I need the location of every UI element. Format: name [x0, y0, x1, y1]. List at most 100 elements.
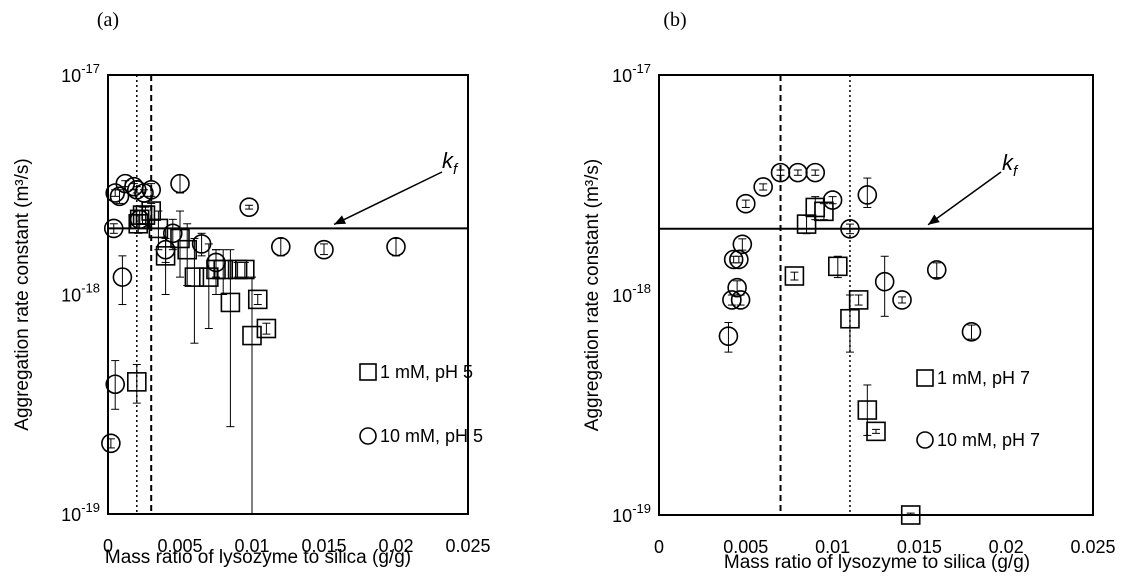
circle-marker — [874, 271, 895, 292]
square-data-point — [866, 421, 886, 442]
circle-data-point — [961, 322, 982, 342]
panel-b-legend-series-1: 1 mM, pH 7 — [937, 368, 1030, 388]
circle-marker — [112, 267, 133, 287]
panel-a-x-axis-label: Mass ratio of lysozyme to silica (g/g) — [105, 547, 411, 568]
x-tick-label: 0.005 — [723, 537, 768, 557]
panel-b-y-axis-label: Aggregation rate constant (m³/s) — [582, 159, 603, 431]
circle-data-point — [735, 193, 756, 214]
circle-marker — [718, 326, 739, 346]
circle-data-point — [170, 173, 190, 194]
svg-text:kf: kf — [442, 148, 459, 178]
circle-data-point — [732, 234, 753, 255]
circle-data-point — [270, 236, 291, 257]
arrow-head — [334, 215, 347, 225]
panel-a-label: (a) — [97, 9, 119, 31]
panel-b-plot-frame — [658, 74, 1094, 516]
square-marker — [213, 259, 233, 280]
square-marker — [184, 267, 205, 287]
circle-marker — [727, 277, 747, 298]
square-marker — [177, 239, 197, 260]
arrow-head — [928, 214, 940, 225]
square-data-point — [848, 290, 869, 310]
circle-data-point — [730, 290, 751, 310]
circle-data-point — [727, 277, 747, 298]
panel-b-plot-content — [659, 75, 1093, 525]
x-tick-label: 0.01 — [815, 537, 850, 557]
circle-marker — [191, 234, 212, 254]
circle-marker — [386, 236, 406, 257]
circle-marker — [892, 290, 912, 310]
panel-b-annotation: kf — [927, 150, 1019, 226]
square-data-point — [242, 276, 262, 515]
circle-marker — [239, 197, 259, 217]
panel-b-legend-series-2: 10 mM, pH 7 — [937, 430, 1040, 450]
circle-marker — [105, 374, 125, 395]
circle-data-point — [874, 255, 895, 317]
circle-data-point — [926, 260, 947, 280]
panel-a-annotation-subscript: f — [453, 161, 459, 178]
circle-data-point — [753, 177, 773, 197]
panel-b-legend-square-marker — [916, 369, 934, 387]
circle-marker — [163, 223, 183, 244]
circle-data-point — [788, 162, 808, 183]
square-marker — [857, 400, 878, 420]
x-tick-label: 0.015 — [897, 537, 942, 557]
panel-a-legend-square-marker — [359, 363, 377, 381]
circle-marker — [206, 252, 226, 273]
circle-data-point — [103, 218, 124, 239]
square-data-point — [127, 363, 147, 404]
circle-marker — [732, 234, 753, 255]
circle-data-point — [206, 249, 226, 278]
panel-a-legend: 1 mM, pH 5 10 mM, pH 5 — [359, 362, 483, 446]
circle-data-point — [386, 236, 406, 257]
circle-data-point — [163, 218, 183, 251]
panel-a-ticks: 0 0.005 0.01 0.015 0.02 0.025 10-17 10-18 10-19 — [61, 61, 490, 556]
circle-marker — [141, 179, 161, 200]
square-marker — [256, 318, 277, 339]
square-data-point — [177, 223, 197, 286]
x-tick-label: 0.01 — [234, 536, 269, 556]
circle-marker — [314, 239, 334, 260]
panel-b-annotation-arrow — [927, 171, 1002, 226]
circle-data-point — [129, 209, 150, 230]
x-tick-label: 0 — [654, 537, 664, 557]
y-tick-label: 10-17 — [612, 61, 651, 86]
circle-marker — [805, 162, 826, 183]
circle-data-point — [822, 190, 843, 210]
circle-marker — [109, 186, 130, 207]
circle-marker — [753, 177, 773, 197]
square-data-point — [184, 237, 205, 344]
panel-b-annotation-k: k — [1002, 150, 1014, 175]
circle-data-point — [314, 239, 334, 260]
square-data-point — [247, 289, 268, 310]
y-tick-label: 10-18 — [612, 281, 651, 306]
y-tick-label: 10-17 — [61, 61, 100, 86]
circle-marker — [840, 218, 860, 239]
panel-b-legend-circle-marker — [916, 431, 934, 449]
panel-b-ticks: 0 0.005 0.01 0.015 0.02 0.025 10-17 10-18 10-19 — [612, 61, 1115, 557]
panel-a-y-axis-label: Aggregation rate constant (m³/s) — [12, 158, 33, 430]
square-marker — [242, 325, 262, 346]
square-data-point — [796, 214, 817, 235]
square-marker — [247, 289, 268, 310]
square-data-point — [256, 318, 277, 339]
circle-data-point — [191, 232, 212, 257]
panel-a: (a) Aggregation rate constant (m³/s) Mas… — [12, 9, 491, 568]
panel-a-legend-series-2: 10 mM, pH 5 — [380, 426, 483, 446]
circle-marker — [735, 193, 756, 214]
arrow-shaft — [927, 171, 1002, 226]
square-marker — [840, 308, 860, 329]
circle-data-point — [840, 218, 860, 239]
x-tick-label: 0.025 — [1070, 537, 1115, 557]
circle-marker — [101, 433, 121, 454]
x-tick-label: 0.005 — [157, 536, 202, 556]
circle-data-point — [805, 162, 826, 183]
y-tick-label: 10-19 — [612, 501, 651, 526]
panel-b: (b) Aggregation rate constant (m³/s) Mas… — [582, 9, 1116, 573]
square-data-point — [814, 201, 834, 222]
square-marker — [784, 266, 805, 286]
panel-a-legend-circle-marker — [359, 427, 377, 445]
x-tick-label: 0.02 — [989, 537, 1024, 557]
circle-marker — [822, 190, 843, 210]
circle-marker — [129, 209, 150, 230]
